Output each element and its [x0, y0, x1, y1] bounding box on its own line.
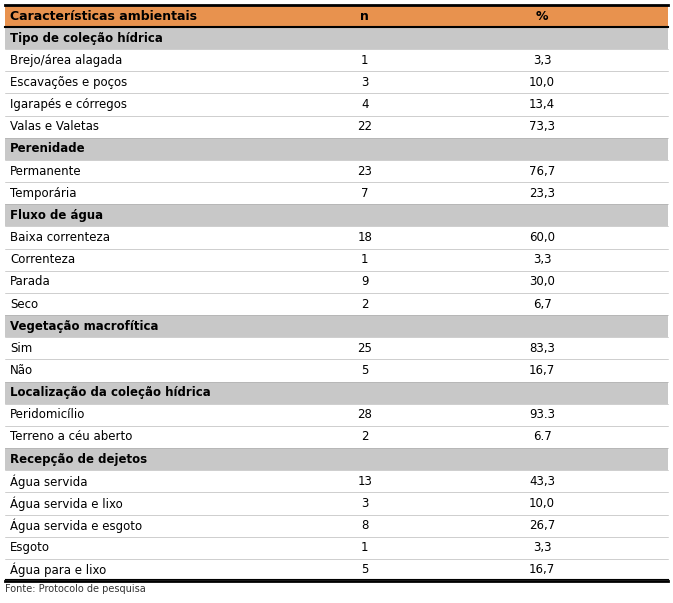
Text: 6,7: 6,7: [532, 297, 551, 311]
Text: Brejo/área alagada: Brejo/área alagada: [10, 54, 122, 67]
Text: 3,3: 3,3: [533, 541, 551, 554]
Text: Fonte: Protocolo de pesquisa: Fonte: Protocolo de pesquisa: [5, 584, 146, 594]
Text: 23: 23: [357, 165, 372, 177]
Text: 1: 1: [361, 253, 368, 266]
Bar: [5, 359, 668, 382]
Text: Parada: Parada: [10, 276, 50, 288]
Bar: [5, 293, 668, 315]
Bar: [5, 93, 668, 116]
Text: 76,7: 76,7: [529, 165, 555, 177]
Bar: [5, 426, 668, 448]
Text: 73,3: 73,3: [529, 120, 555, 133]
Bar: [5, 470, 668, 493]
Text: 6.7: 6.7: [532, 431, 551, 443]
Text: 26,7: 26,7: [529, 519, 555, 532]
Bar: [5, 204, 668, 227]
Text: 13,4: 13,4: [529, 98, 555, 111]
Text: Seco: Seco: [10, 297, 38, 311]
Bar: [5, 382, 668, 404]
Bar: [5, 160, 668, 182]
Bar: [5, 315, 668, 337]
Text: 18: 18: [357, 231, 372, 244]
Text: 7: 7: [361, 187, 368, 200]
Text: 2: 2: [361, 297, 368, 311]
Bar: [5, 5, 668, 27]
Text: 1: 1: [361, 541, 368, 554]
Text: 3,3: 3,3: [533, 54, 551, 67]
Text: Recepção de dejetos: Recepção de dejetos: [10, 453, 147, 466]
Text: Localização da coleção hídrica: Localização da coleção hídrica: [10, 386, 211, 399]
Text: Escavações e poços: Escavações e poços: [10, 76, 127, 89]
Text: 60,0: 60,0: [529, 231, 555, 244]
Bar: [5, 537, 668, 559]
Bar: [5, 138, 668, 160]
Text: Tipo de coleção hídrica: Tipo de coleção hídrica: [10, 31, 163, 45]
Text: %: %: [536, 10, 548, 22]
Text: Vegetação macrofítica: Vegetação macrofítica: [10, 320, 159, 333]
Bar: [5, 559, 668, 581]
Text: n: n: [360, 10, 369, 22]
Text: Esgoto: Esgoto: [10, 541, 50, 554]
Text: 3: 3: [361, 497, 368, 510]
Bar: [5, 404, 668, 426]
Bar: [5, 116, 668, 138]
Bar: [5, 182, 668, 204]
Bar: [5, 271, 668, 293]
Text: Temporária: Temporária: [10, 187, 77, 200]
Text: 4: 4: [361, 98, 368, 111]
Text: 22: 22: [357, 120, 372, 133]
Text: Valas e Valetas: Valas e Valetas: [10, 120, 99, 133]
Text: 13: 13: [357, 475, 372, 488]
Text: 9: 9: [361, 276, 368, 288]
Text: 3,3: 3,3: [533, 253, 551, 266]
Text: Igarapés e córregos: Igarapés e córregos: [10, 98, 127, 111]
Text: Sim: Sim: [10, 342, 32, 355]
Text: Terreno a céu aberto: Terreno a céu aberto: [10, 431, 133, 443]
Text: 28: 28: [357, 408, 372, 421]
Text: 30,0: 30,0: [529, 276, 555, 288]
Text: Não: Não: [10, 364, 33, 377]
Text: Fluxo de água: Fluxo de água: [10, 209, 103, 222]
Text: 5: 5: [361, 563, 368, 576]
Text: Permanente: Permanente: [10, 165, 81, 177]
Text: 1: 1: [361, 54, 368, 67]
Text: 2: 2: [361, 431, 368, 443]
Text: 16,7: 16,7: [529, 364, 555, 377]
Text: 5: 5: [361, 364, 368, 377]
Bar: [5, 227, 668, 248]
Bar: [5, 337, 668, 359]
Bar: [5, 248, 668, 271]
Text: 8: 8: [361, 519, 368, 532]
Text: Características ambientais: Características ambientais: [10, 10, 197, 22]
Text: 23,3: 23,3: [529, 187, 555, 200]
Text: 83,3: 83,3: [529, 342, 555, 355]
Text: Água para e lixo: Água para e lixo: [10, 563, 106, 577]
Bar: [5, 49, 668, 71]
Bar: [5, 514, 668, 537]
Bar: [5, 27, 668, 49]
Text: Baixa correnteza: Baixa correnteza: [10, 231, 110, 244]
Text: Água servida: Água servida: [10, 474, 87, 488]
Bar: [5, 448, 668, 470]
Text: Peridomicílio: Peridomicílio: [10, 408, 85, 421]
Text: Correnteza: Correnteza: [10, 253, 75, 266]
Text: 3: 3: [361, 76, 368, 89]
Text: 10,0: 10,0: [529, 497, 555, 510]
Bar: [5, 493, 668, 514]
Text: 25: 25: [357, 342, 372, 355]
Text: 16,7: 16,7: [529, 563, 555, 576]
Text: 93.3: 93.3: [529, 408, 555, 421]
Bar: [5, 71, 668, 93]
Text: 43,3: 43,3: [529, 475, 555, 488]
Text: Água servida e lixo: Água servida e lixo: [10, 496, 122, 511]
Text: 10,0: 10,0: [529, 76, 555, 89]
Text: Perenidade: Perenidade: [10, 142, 85, 156]
Text: Água servida e esgoto: Água servida e esgoto: [10, 519, 142, 533]
